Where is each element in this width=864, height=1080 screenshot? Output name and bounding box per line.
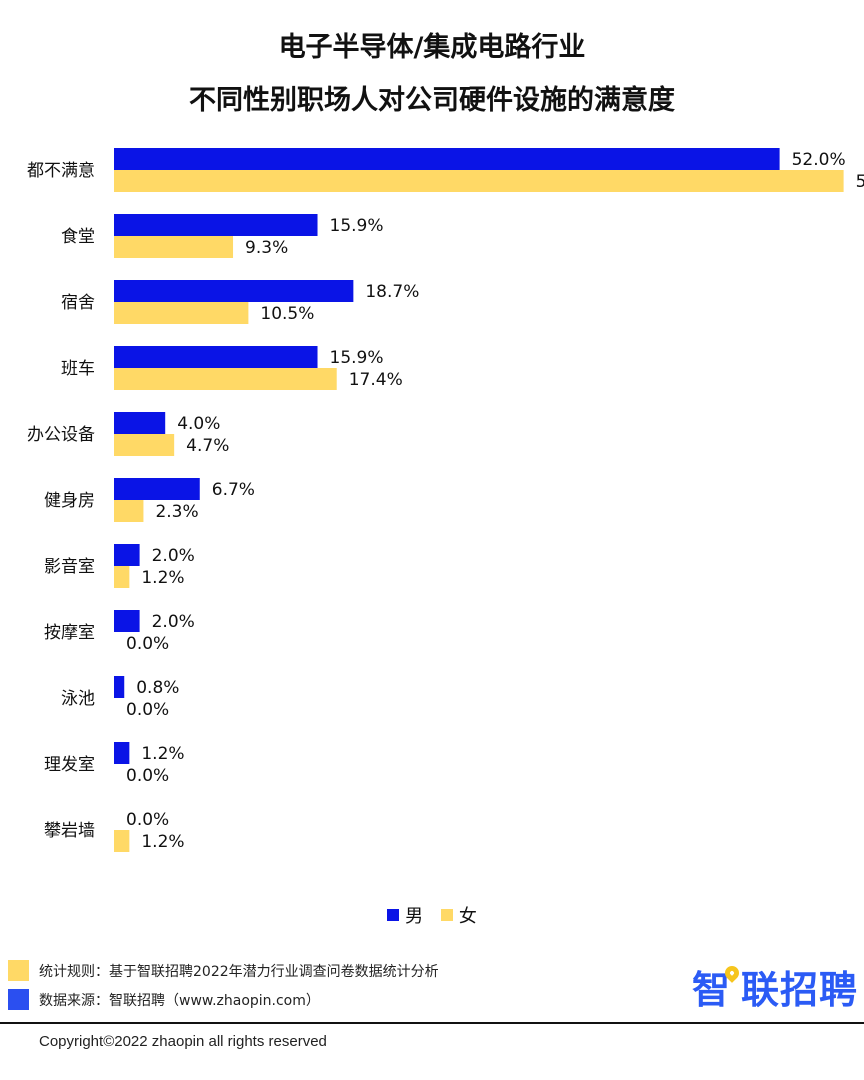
bar-male bbox=[114, 610, 140, 632]
note-swatch-blue bbox=[8, 989, 29, 1010]
legend: 男 女 bbox=[0, 902, 864, 928]
category-label: 攀岩墙 bbox=[44, 821, 95, 841]
data-label-male: 2.0% bbox=[152, 612, 195, 632]
category-label: 都不满意 bbox=[27, 161, 95, 181]
bar-male bbox=[114, 214, 318, 236]
data-label-female: 0.0% bbox=[126, 766, 169, 786]
category-label: 理发室 bbox=[44, 755, 95, 775]
category-label: 按摩室 bbox=[44, 623, 95, 643]
legend-label-male: 男 bbox=[405, 906, 424, 927]
bar-female bbox=[114, 236, 234, 258]
bar-male bbox=[114, 280, 354, 302]
bar-female bbox=[114, 368, 337, 390]
category-label: 班车 bbox=[61, 359, 95, 379]
note-data-source: 数据来源：智联招聘（www.zhaopin.com） bbox=[8, 989, 320, 1010]
data-label-male: 4.0% bbox=[177, 414, 220, 434]
data-label-female: 57.0% bbox=[856, 172, 864, 192]
data-label-male: 0.8% bbox=[136, 678, 179, 698]
legend-swatch-male bbox=[387, 909, 400, 921]
category-label: 宿舍 bbox=[61, 293, 95, 313]
data-label-female: 0.0% bbox=[126, 700, 169, 720]
logo-text-part1: 智 bbox=[691, 968, 731, 1012]
data-label-male: 18.7% bbox=[365, 282, 419, 302]
bar-female bbox=[114, 434, 175, 456]
chart-title-line1: 电子半导体/集成电路行业 bbox=[278, 32, 586, 63]
note-statistics-rule: 统计规则：基于智联招聘2022年潜力行业调查问卷数据统计分析 bbox=[8, 960, 439, 981]
bar-female bbox=[114, 302, 249, 324]
note-source-text: 数据来源：智联招聘（www.zhaopin.com） bbox=[39, 992, 320, 1009]
bar-male bbox=[114, 148, 780, 170]
data-label-male: 52.0% bbox=[792, 150, 846, 170]
legend-label-female: 女 bbox=[458, 906, 477, 927]
bar-female bbox=[114, 566, 130, 588]
data-label-female: 1.2% bbox=[141, 832, 184, 852]
bar-male bbox=[114, 478, 200, 500]
bar-male bbox=[114, 412, 166, 434]
chart-title-line2: 不同性别职场人对公司硬件设施的满意度 bbox=[189, 85, 675, 116]
data-label-female: 0.0% bbox=[126, 634, 169, 654]
data-label-female: 17.4% bbox=[349, 370, 403, 390]
data-label-female: 10.5% bbox=[260, 304, 314, 324]
data-label-male: 0.0% bbox=[126, 810, 169, 830]
category-label: 食堂 bbox=[61, 227, 95, 247]
data-label-male: 6.7% bbox=[212, 480, 255, 500]
data-label-male: 1.2% bbox=[141, 744, 184, 764]
note-rule-text: 统计规则：基于智联招聘2022年潜力行业调查问卷数据统计分析 bbox=[39, 963, 439, 980]
data-label-male: 15.9% bbox=[330, 216, 384, 236]
data-label-female: 1.2% bbox=[141, 568, 184, 588]
bar-chart: 都不满意 52.0% 57.0% 食堂 15.9% 9.3% 宿舍 18.7% 10.5% 班车 1… bbox=[27, 148, 864, 852]
bar-male bbox=[114, 346, 318, 368]
bar-male bbox=[114, 676, 125, 698]
data-label-female: 2.3% bbox=[155, 502, 198, 522]
bar-male bbox=[114, 742, 130, 764]
zhaopin-logo: 智 联招聘 bbox=[692, 959, 858, 1014]
footer-divider bbox=[0, 1022, 864, 1024]
category-label: 办公设备 bbox=[27, 425, 95, 445]
bar-female bbox=[114, 830, 130, 852]
data-label-male: 2.0% bbox=[152, 546, 195, 566]
bar-female bbox=[114, 170, 844, 192]
data-label-male: 15.9% bbox=[330, 348, 384, 368]
legend-swatch-female bbox=[440, 909, 453, 921]
data-label-female: 9.3% bbox=[245, 238, 288, 258]
logo-text-part2: 联招聘 bbox=[740, 968, 858, 1012]
category-label: 泳池 bbox=[61, 689, 95, 709]
legend-item-female: 女 bbox=[440, 902, 477, 928]
bar-female bbox=[114, 500, 144, 522]
note-swatch-yellow bbox=[8, 960, 29, 981]
category-label: 健身房 bbox=[44, 491, 95, 511]
bar-male bbox=[114, 544, 140, 566]
copyright: Copyright©2022 zhaopin all rights reserv… bbox=[39, 1033, 327, 1050]
data-label-female: 4.7% bbox=[186, 436, 229, 456]
legend-item-male: 男 bbox=[387, 902, 423, 928]
category-label: 影音室 bbox=[44, 557, 95, 577]
